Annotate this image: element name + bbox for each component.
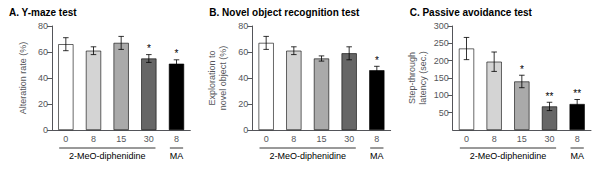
svg-text:60: 60 [238, 47, 248, 57]
svg-text:20: 20 [238, 99, 248, 109]
svg-text:15: 15 [316, 134, 326, 144]
svg-text:30: 30 [344, 134, 354, 144]
svg-text:80: 80 [38, 21, 48, 31]
svg-text:Step-through: Step-through [407, 52, 417, 104]
svg-text:15: 15 [517, 134, 527, 144]
svg-text:300: 300 [434, 21, 449, 31]
svg-text:2-MeO-diphenidine: 2-MeO-diphenidine [69, 151, 146, 161]
svg-text:200: 200 [434, 56, 449, 66]
svg-text:*: * [520, 64, 524, 75]
svg-text:50: 50 [439, 108, 449, 118]
svg-text:100: 100 [434, 90, 449, 100]
svg-text:8: 8 [291, 134, 296, 144]
svg-text:20: 20 [38, 99, 48, 109]
svg-text:60: 60 [38, 47, 48, 57]
svg-text:MA: MA [370, 151, 384, 161]
svg-text:*: * [147, 43, 151, 54]
svg-text:*: * [375, 55, 379, 66]
svg-text:Exploration to: Exploration to [207, 50, 217, 105]
svg-text:0: 0 [243, 125, 248, 135]
svg-text:8: 8 [174, 134, 179, 144]
svg-text:40: 40 [38, 73, 48, 83]
svg-text:30: 30 [544, 134, 554, 144]
svg-text:**: ** [573, 88, 581, 99]
svg-text:2-MeO-diphenidine: 2-MeO-diphenidine [470, 151, 547, 161]
svg-text:0: 0 [63, 134, 68, 144]
svg-text:30: 30 [144, 134, 154, 144]
svg-text:0: 0 [464, 134, 469, 144]
svg-text:A. Y-maze test: A. Y-maze test [9, 7, 77, 18]
svg-text:2-MeO-diphenidine: 2-MeO-diphenidine [269, 151, 346, 161]
svg-text:80: 80 [238, 21, 248, 31]
svg-text:**: ** [546, 91, 554, 102]
svg-text:latency (sec.): latency (sec.) [418, 51, 428, 105]
svg-text:150: 150 [434, 73, 449, 83]
svg-text:15: 15 [116, 134, 126, 144]
svg-text:Alteration rate (%): Alteration rate (%) [18, 42, 28, 115]
svg-text:B. Novel object recognition te: B. Novel object recognition test [209, 7, 360, 18]
svg-text:novel object (%): novel object (%) [218, 46, 228, 111]
svg-text:0: 0 [43, 125, 48, 135]
svg-text:8: 8 [575, 134, 580, 144]
svg-text:40: 40 [238, 73, 248, 83]
svg-text:8: 8 [374, 134, 379, 144]
svg-text:0: 0 [264, 134, 269, 144]
svg-text:MA: MA [170, 151, 184, 161]
svg-text:250: 250 [434, 38, 449, 48]
svg-text:*: * [175, 48, 179, 59]
svg-text:MA: MA [570, 151, 584, 161]
svg-text:8: 8 [91, 134, 96, 144]
svg-text:8: 8 [492, 134, 497, 144]
svg-text:C. Passive avoidance test: C. Passive avoidance test [410, 7, 533, 18]
